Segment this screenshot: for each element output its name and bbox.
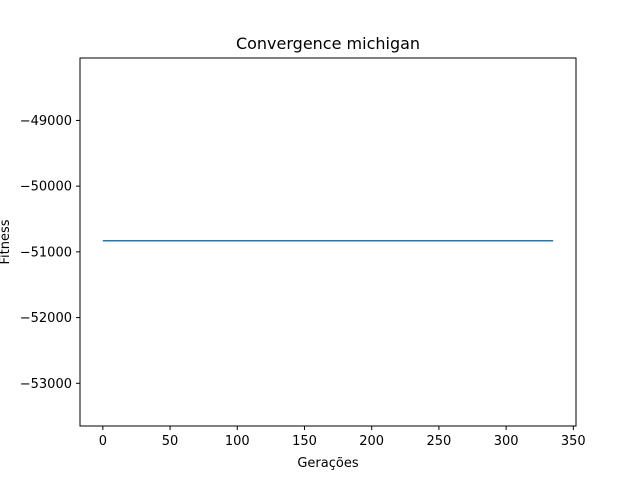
x-tick-label: 100 (225, 434, 250, 449)
y-tick-label: −49000 (20, 114, 72, 129)
y-tick-label: −52000 (20, 311, 72, 326)
y-tick-label: −51000 (20, 245, 72, 260)
chart-title: Convergence michigan (236, 34, 420, 53)
y-axis-label: Fitness (0, 219, 13, 264)
y-axis: −53000 −52000 −51000 −50000 −49000 (20, 114, 80, 392)
x-axis-label: Gerações (297, 456, 358, 471)
x-axis: 0 50 100 150 200 250 300 350 (99, 426, 586, 449)
x-tick-label: 200 (359, 434, 384, 449)
x-tick-label: 150 (292, 434, 317, 449)
axes-frame (79, 57, 577, 427)
x-tick-label: 350 (561, 434, 586, 449)
y-tick-label: −50000 (20, 180, 72, 195)
x-tick-label: 300 (494, 434, 519, 449)
x-tick-label: 50 (162, 434, 179, 449)
y-tick-label: −53000 (20, 377, 72, 392)
x-tick-label: 0 (99, 434, 107, 449)
x-tick-label: 250 (426, 434, 451, 449)
